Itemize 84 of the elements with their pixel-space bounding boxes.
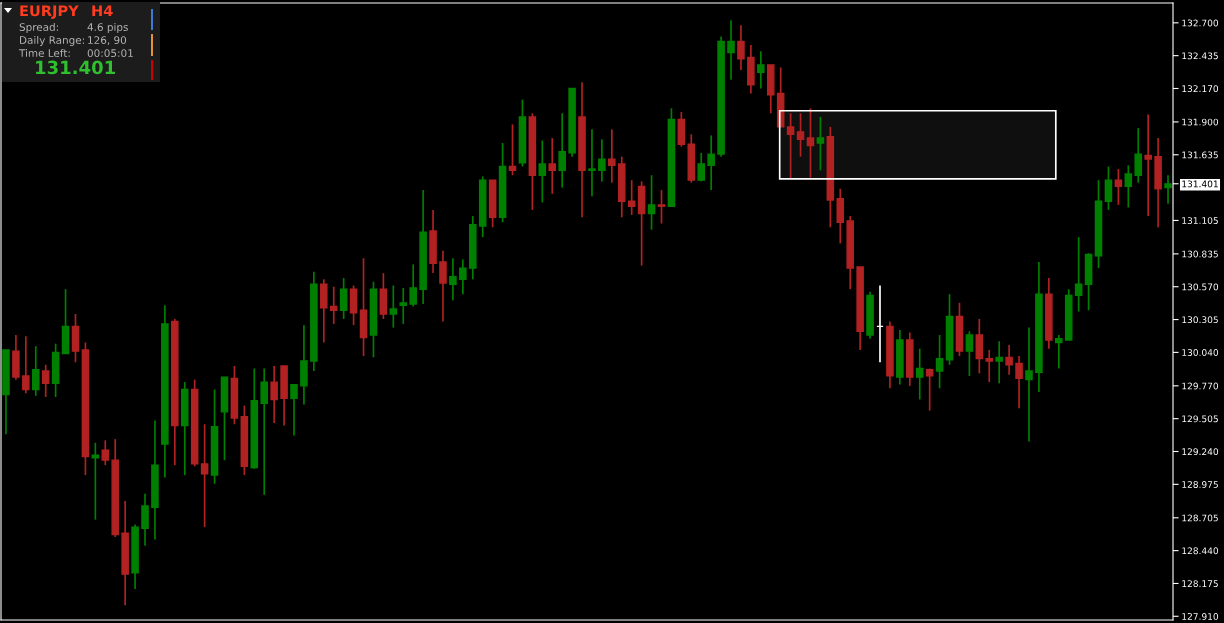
y-tick-label: 127.910 [1182,613,1219,620]
candlestick [806,107,815,179]
candlestick [459,258,467,295]
candlestick [1025,326,1033,443]
y-tick-label: 128.440 [1182,547,1219,555]
y-tick-label: 128.175 [1182,580,1218,588]
candlestick [1074,236,1083,313]
y-tick-label: 131.900 [1182,118,1219,126]
candlestick [558,112,566,189]
y-tick-label: 129.505 [1182,415,1218,423]
candlestick [915,347,924,401]
candlestick [737,24,745,71]
y-tick-label: 130.040 [1182,349,1219,356]
candlestick [1134,127,1143,184]
candlestick [260,367,268,496]
candlestick [836,188,845,245]
candlestick [1005,344,1013,376]
candlestick [439,249,447,323]
candlestick [31,345,40,397]
y-tick-label: 132.170 [1182,85,1219,93]
candlestick [101,439,110,466]
candlestick [697,152,705,183]
candlestick [270,365,278,424]
candlestick [339,277,348,320]
candlestick [786,112,795,180]
candlestick [329,285,338,325]
annotation: Daily Range: [20,35,84,47]
candlestick [707,134,715,191]
y-tick-label: 130.835 [1182,250,1218,258]
y-tick-label: 129.770 [1182,382,1219,390]
annotation: 4.6 pips [87,22,128,34]
candlestick [449,257,457,302]
candlestick [647,174,656,231]
candlestick [816,116,825,172]
candlestick [349,284,358,326]
candlestick [727,19,735,81]
candlestick [657,189,666,225]
annotation: 131.401 [36,60,115,75]
candlestick [627,179,636,216]
candlestick [796,112,805,158]
candlestick [757,50,765,90]
candlestick [538,139,547,204]
candlestick [290,383,298,437]
candlestick [608,128,616,184]
y-tick-label: 130.570 [1182,283,1219,291]
annotation: EURJPY [20,5,79,19]
y-tick-label: 132.435 [1182,52,1218,60]
candlestick [1114,168,1123,206]
y-tick-label: 131.105 [1182,217,1218,224]
candlestick [22,335,30,395]
y-tick-label: 131.401 [1182,180,1218,188]
candlestick [965,330,974,377]
candlestick [200,423,209,528]
candlestick [935,334,944,390]
y-tick-label: 128.705 [1182,514,1218,522]
candlestick [508,123,517,177]
y-tick-label: 129.240 [1182,448,1219,456]
candlestick [41,363,50,398]
candlestick [1104,165,1113,211]
annotation: Time Left: [18,48,70,58]
candlestick [1055,334,1063,370]
y-tick-label: 128.975 [1182,481,1218,488]
candlestick [985,349,994,383]
candlestick [1124,164,1133,209]
candlestick [1015,355,1023,409]
annotation: Spread: [19,22,58,34]
candlestick [975,318,984,375]
annotation: 00:05:01 [87,49,133,58]
candlestick [995,340,1003,385]
y-tick-label: 132.700 [1182,19,1219,27]
candlestick [399,287,408,325]
candlestick [548,137,557,195]
candlestick [409,263,417,308]
annotation: 126, 90 [88,36,127,46]
candlestick [320,278,328,344]
candlestick [389,284,398,329]
y-tick-label: 131.635 [1182,151,1218,159]
candlestick [598,138,606,183]
candlestick [1144,113,1152,217]
y-tick-label: 130.305 [1182,316,1218,324]
candlestick [925,367,934,412]
annotation: H4 [92,5,113,17]
candlestick [588,128,596,198]
candlestick [141,492,149,547]
